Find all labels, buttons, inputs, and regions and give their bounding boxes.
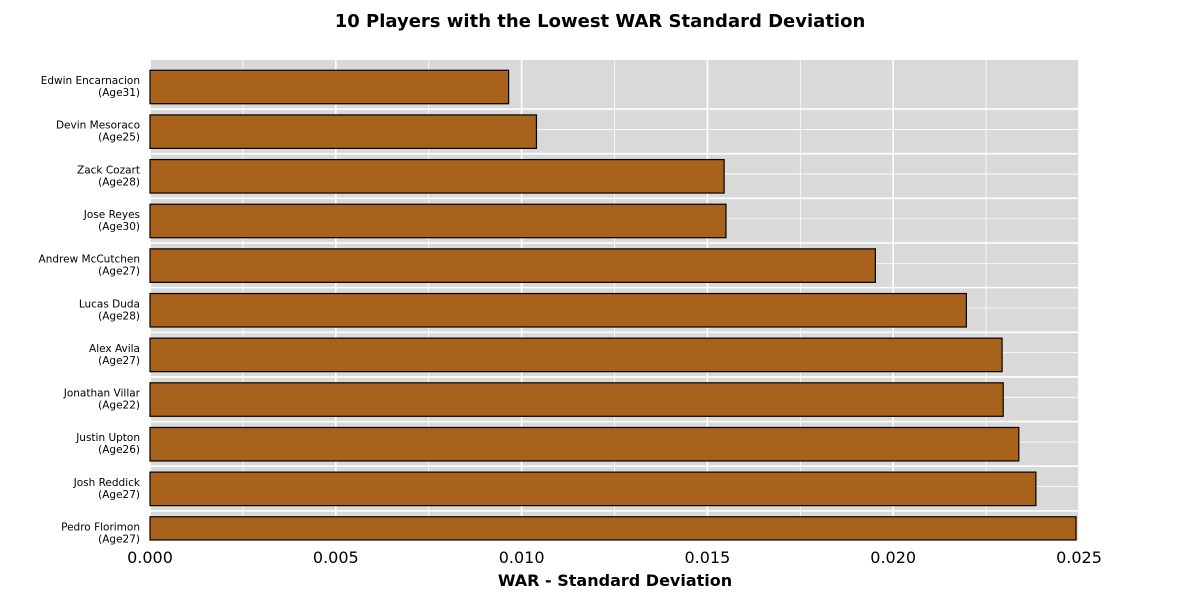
y-tick-label: Pedro Florimon (Age27): [61, 522, 140, 546]
y-tick-label: Jose Reyes (Age30): [83, 209, 140, 233]
player-age: (Age27): [98, 266, 140, 278]
player-name: Josh Reddick: [73, 477, 141, 489]
x-tick-labels: 0.000 0.005 0.010 0.015 0.020 0.025: [127, 548, 1102, 567]
x-tick-label: 0.010: [499, 548, 545, 567]
y-tick-label: Devin Mesoraco (Age25): [56, 120, 140, 144]
bar: [149, 69, 510, 105]
bar: [149, 337, 1003, 373]
player-age: (Age27): [98, 355, 140, 367]
player-name: Zack Cozart: [77, 164, 140, 176]
bar: [149, 516, 1077, 541]
bar: [149, 114, 538, 149]
player-name: Lucas Duda: [79, 298, 140, 310]
bar: [149, 203, 727, 239]
y-tick-label: Josh Reddick (Age27): [73, 477, 141, 501]
player-age: (Age25): [98, 132, 140, 144]
player-age: (Age27): [98, 534, 140, 546]
y-tick-labels: Edwin Encarnacion (Age31)Devin Mesoraco (A…: [39, 75, 141, 546]
bar: [149, 158, 725, 194]
bar: [149, 426, 1020, 462]
player-age: (Age31): [98, 87, 140, 99]
x-tick-label: 0.000: [127, 548, 173, 567]
bar: [149, 382, 1004, 417]
bar: [149, 248, 876, 283]
bar: [149, 292, 968, 328]
y-tick-label: Andrew McCutchen (Age27): [39, 254, 140, 278]
player-age: (Age30): [98, 221, 140, 233]
player-name: Andrew McCutchen: [39, 254, 140, 266]
x-tick-label: 0.025: [1056, 548, 1102, 567]
player-name: Devin Mesoraco: [56, 120, 140, 132]
player-name: Jose Reyes: [83, 209, 140, 221]
x-tick-label: 0.020: [870, 548, 916, 567]
chart-title: 10 Players with the Lowest WAR Standard …: [335, 11, 866, 32]
x-axis-label: WAR - Standard Deviation: [498, 571, 732, 590]
y-tick-label: Zack Cozart (Age28): [77, 164, 140, 188]
player-age: (Age22): [98, 400, 140, 412]
player-age: (Age28): [98, 176, 140, 188]
y-tick-label: Alex Avila (Age27): [89, 343, 140, 367]
y-tick-label: Edwin Encarnacion (Age31): [41, 75, 140, 99]
player-name: Justin Upton: [75, 432, 140, 444]
player-name: Alex Avila: [89, 343, 140, 355]
player-name: Pedro Florimon: [61, 522, 140, 534]
x-tick-label: 0.005: [313, 548, 359, 567]
player-age: (Age26): [98, 444, 140, 456]
y-tick-label: Jonathan Villar (Age22): [63, 388, 141, 412]
player-name: Jonathan Villar: [63, 388, 141, 400]
player-age: (Age27): [98, 489, 140, 501]
bar: [149, 471, 1037, 507]
y-tick-label: Lucas Duda (Age28): [79, 298, 140, 322]
x-tick-label: 0.015: [684, 548, 730, 567]
player-age: (Age28): [98, 310, 140, 322]
player-name: Edwin Encarnacion: [41, 75, 140, 87]
y-tick-label: Justin Upton (Age26): [75, 432, 140, 456]
bars: [149, 69, 1077, 541]
